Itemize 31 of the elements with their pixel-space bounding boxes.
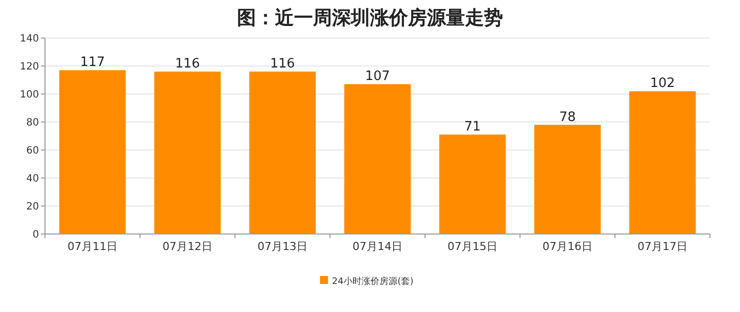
data-label: 116 bbox=[270, 56, 295, 72]
y-tick-label: 0 bbox=[32, 230, 39, 240]
bar bbox=[439, 134, 506, 234]
data-label: 78 bbox=[559, 110, 576, 125]
data-label: 116 bbox=[175, 56, 200, 72]
y-tick-label: 60 bbox=[26, 146, 39, 156]
chart-title: 图：近一周深圳涨价房源量走势 bbox=[237, 7, 503, 29]
y-tick-label: 40 bbox=[26, 174, 39, 184]
bar bbox=[249, 72, 316, 234]
legend-label: 24小时涨价房源(套) bbox=[332, 276, 414, 287]
x-tick-label: 07月15日 bbox=[448, 240, 498, 253]
y-tick-label: 80 bbox=[26, 118, 39, 128]
data-label: 71 bbox=[464, 120, 481, 135]
bar bbox=[534, 124, 601, 234]
x-tick-label: 07月13日 bbox=[258, 240, 308, 253]
x-tick-label: 07月11日 bbox=[68, 240, 118, 253]
data-label: 102 bbox=[650, 76, 675, 92]
data-label: 107 bbox=[365, 69, 390, 84]
data-label: 117 bbox=[80, 55, 105, 70]
bar bbox=[344, 84, 411, 234]
y-tick-label: 100 bbox=[20, 90, 39, 100]
bar bbox=[154, 72, 221, 234]
x-tick-label: 07月14日 bbox=[352, 240, 402, 253]
bar bbox=[59, 70, 126, 234]
x-tick-label: 07月16日 bbox=[542, 240, 592, 253]
bar bbox=[629, 91, 696, 234]
x-tick-label: 07月17日 bbox=[638, 240, 688, 253]
y-tick-label: 140 bbox=[20, 34, 39, 44]
x-tick-label: 07月12日 bbox=[162, 240, 212, 253]
y-tick-label: 20 bbox=[26, 202, 39, 212]
y-tick-label: 120 bbox=[20, 62, 39, 72]
